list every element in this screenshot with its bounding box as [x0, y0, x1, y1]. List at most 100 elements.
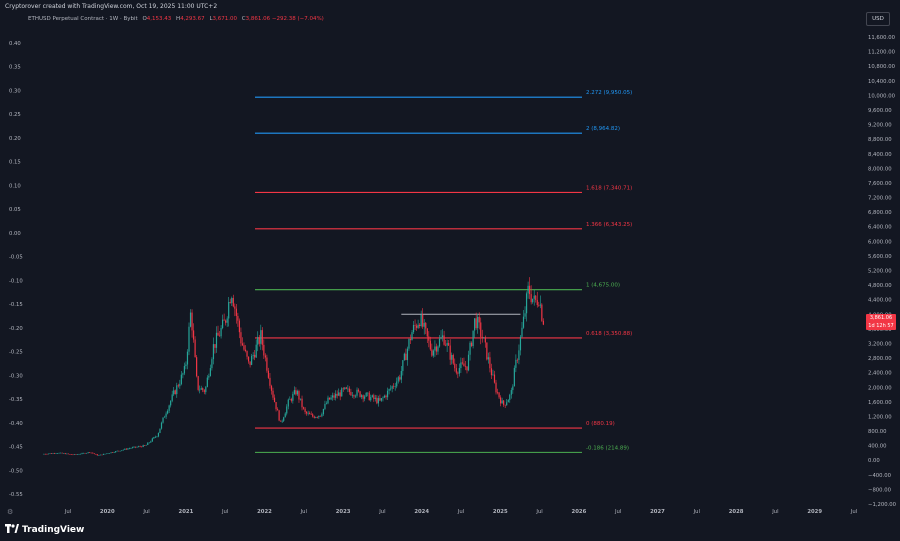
price-tick-label: 3,200.00 — [868, 341, 892, 347]
candle-body — [179, 384, 181, 387]
candle-body — [64, 453, 66, 455]
price-tick-label: 800.00 — [868, 429, 887, 435]
candle-body — [519, 336, 522, 351]
price-tick-label: 6,400.00 — [868, 225, 892, 231]
candle-body — [110, 452, 112, 454]
candle-body — [66, 453, 68, 455]
tradingview-logo[interactable]: TradingView — [5, 524, 84, 535]
candle-body — [341, 388, 343, 397]
candle-body — [78, 454, 80, 455]
candle-body — [470, 342, 473, 347]
candle-body — [96, 454, 98, 456]
footer: TradingView — [0, 520, 900, 541]
price-tick-label: 1,200.00 — [868, 414, 892, 420]
candle-body — [104, 453, 106, 455]
candle-body — [281, 420, 283, 422]
time-tick-label: Jul — [850, 509, 857, 515]
candle-body — [173, 390, 175, 395]
candle-body — [415, 325, 418, 328]
left-tick-label: 0.35 — [9, 65, 21, 71]
candle-body — [61, 452, 63, 454]
candle-body — [420, 314, 422, 327]
candle-body — [222, 319, 224, 329]
candle-body — [199, 389, 201, 391]
candle-body — [335, 393, 337, 398]
candle-body — [148, 442, 150, 444]
candle-body — [141, 446, 143, 448]
price-tick-label: 10,800.00 — [868, 64, 896, 70]
fib-level-label: 1.618 (7,340.71) — [586, 185, 632, 191]
candle-body — [322, 408, 325, 415]
candle-body — [128, 448, 131, 449]
candle-body — [289, 398, 291, 400]
candle-body — [44, 453, 47, 455]
candle-body — [73, 454, 76, 455]
candle-body — [469, 342, 471, 355]
candle-body — [357, 389, 360, 392]
candle-body — [512, 386, 514, 391]
candle-body — [472, 330, 474, 347]
symbol-title[interactable]: ETHUSD Perpetual Contract · 1W · Bybit — [28, 16, 138, 22]
candle-body — [489, 357, 491, 369]
candle-body — [244, 349, 247, 352]
left-tick-label: -0.05 — [9, 255, 23, 261]
candle-body — [464, 366, 467, 367]
candle-body — [163, 416, 166, 418]
candle-body — [400, 371, 402, 380]
candle-body — [451, 354, 453, 360]
candle-body — [408, 339, 410, 349]
candle-body — [191, 312, 193, 331]
candle-body — [84, 453, 86, 454]
candle-body — [510, 390, 512, 395]
candle-body — [133, 446, 135, 448]
candle-body — [205, 386, 207, 393]
candle-body — [504, 404, 506, 406]
candle-body — [365, 392, 367, 397]
candle-body — [351, 395, 354, 396]
candle-body — [171, 394, 173, 401]
candle-body — [306, 411, 308, 414]
candle-body — [89, 452, 91, 453]
candle-body — [493, 374, 496, 383]
candle-body — [515, 359, 517, 368]
candle-body — [72, 454, 74, 456]
candle-body — [518, 350, 520, 361]
low-value: 3,671.00 — [212, 16, 238, 22]
candle-body — [234, 306, 236, 309]
candle-body — [203, 390, 205, 393]
candle-body — [461, 362, 464, 364]
candle-body — [121, 450, 123, 451]
candle-body — [338, 392, 340, 396]
candle-body — [284, 413, 286, 418]
fib-extension: 2.272 (9,950.05) 2 (8,964.82) 1.618 (7,340… — [255, 90, 632, 453]
candle-body — [425, 322, 427, 329]
candle-body — [101, 454, 103, 456]
candle-body — [144, 445, 146, 446]
candle-body — [312, 414, 314, 417]
candle-body — [231, 297, 233, 303]
candle-body — [463, 363, 465, 367]
credit-line: Cryptorover created with TradingView.com… — [5, 3, 218, 10]
left-tick-label: -0.45 — [9, 445, 23, 451]
fib-level-label: 1.366 (6,343.25) — [586, 222, 632, 228]
price-tick-label: 7,200.00 — [868, 196, 892, 202]
candle-body — [490, 368, 493, 376]
candle-body — [49, 453, 51, 454]
candle-body — [206, 377, 208, 387]
candle-body — [530, 294, 532, 303]
candle-body — [474, 318, 476, 331]
gear-icon[interactable]: ⚙ — [7, 508, 14, 516]
price-tick-label: 10,000.00 — [868, 93, 896, 99]
price-tick-label: −1,200.00 — [868, 502, 897, 508]
close-value: 3,861.06 — [245, 16, 271, 22]
currency-badge[interactable]: USD — [866, 12, 890, 26]
candle-body — [457, 372, 459, 374]
candle-body — [53, 453, 56, 454]
candle-body — [460, 362, 462, 369]
left-tick-label: 0.25 — [9, 112, 21, 118]
candle-body — [264, 355, 266, 358]
candle-body — [139, 446, 141, 447]
candle-body — [70, 454, 72, 455]
candle-body — [99, 454, 102, 456]
